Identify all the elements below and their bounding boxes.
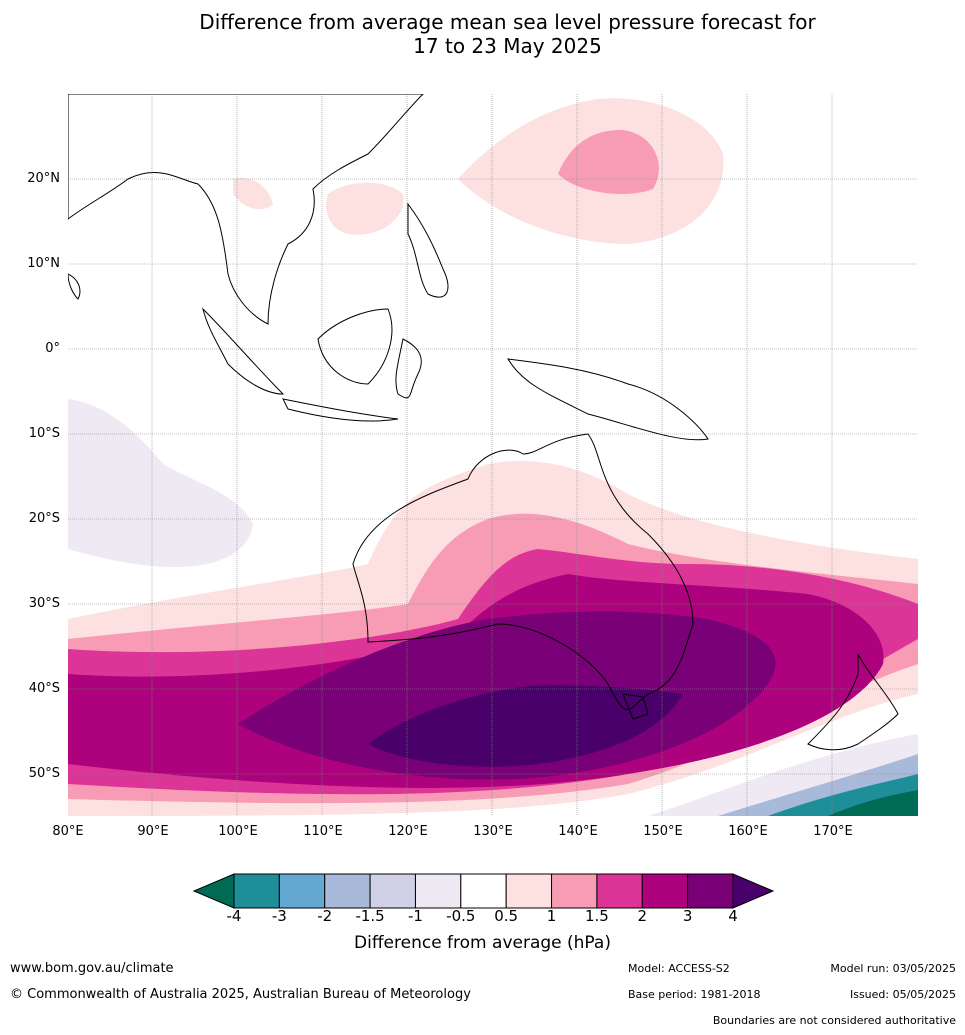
title-line-2: 17 to 23 May 2025 <box>413 34 602 58</box>
colorbar-tick-label: -3 <box>271 907 287 925</box>
anomaly-band-4 <box>368 685 683 767</box>
coast-new-zealand <box>807 653 899 751</box>
colorbar-segment <box>641 873 689 909</box>
footer-copyright: © Commonwealth of Australia 2025, Austra… <box>10 987 471 1002</box>
colorbar-tick-label: 1.5 <box>584 907 609 925</box>
lon-label-90E: 90°E <box>137 824 169 839</box>
coast-asia <box>68 94 424 325</box>
coast-borneo <box>317 308 393 385</box>
lat-label-30S: 30°S <box>28 596 60 611</box>
lat-label-10S: 10°S <box>28 426 60 441</box>
lon-label-80E: 80°E <box>52 824 84 839</box>
lat-label-20N: 20°N <box>27 171 60 186</box>
colorbar-tick-label: -4 <box>226 907 242 925</box>
colorbar-extend-low <box>192 873 235 909</box>
colorbar-segment <box>233 873 280 909</box>
colorbar-segment <box>414 873 462 909</box>
coast-sulawesi <box>395 338 422 399</box>
colorbar-tick-label: 3 <box>682 907 693 925</box>
anomaly-north-1.5 <box>558 129 659 194</box>
coast-philippines <box>407 202 449 298</box>
colorbar-segment <box>551 873 598 909</box>
colorbar-tick-label: -2 <box>317 907 333 925</box>
anomaly-north-indochina <box>233 177 273 210</box>
lon-label-100E: 100°E <box>218 824 258 839</box>
colorbar-tick-label: -1.5 <box>355 907 385 925</box>
map-title: Difference from average mean sea level p… <box>0 10 965 58</box>
colorbar-segment <box>460 873 507 909</box>
colorbar-segment <box>687 873 734 909</box>
footer-model-run: Model run: 03/05/2025 <box>830 962 956 975</box>
lat-label-20S: 20°S <box>28 511 60 526</box>
lat-label-50S: 50°S <box>28 766 60 781</box>
footer-model: Model: ACCESS-S2 <box>628 962 730 975</box>
lat-label-10N: 10°N <box>27 256 60 271</box>
colorbar-extend-high <box>732 873 775 909</box>
colorbar-segment <box>324 873 371 909</box>
footer-issued: Issued: 05/05/2025 <box>849 988 956 1001</box>
colorbar-segment <box>505 873 553 909</box>
lon-label-140E: 140°E <box>558 824 598 839</box>
coast-new-guinea <box>507 358 709 441</box>
coast-sri-lanka <box>68 273 81 300</box>
lon-label-120E: 120°E <box>388 824 428 839</box>
colorbar <box>192 873 775 909</box>
colorbar-segment <box>596 873 643 909</box>
colorbar-segment <box>278 873 326 909</box>
lon-label-130E: 130°E <box>473 824 513 839</box>
title-line-1: Difference from average mean sea level p… <box>199 10 816 34</box>
colorbar-title: Difference from average (hPa) <box>354 933 611 953</box>
lon-label-150E: 150°E <box>643 824 683 839</box>
lon-label-110E: 110°E <box>303 824 343 839</box>
coast-australia <box>352 433 694 711</box>
anomaly-north-small <box>326 182 404 235</box>
coast-tasmania <box>622 693 649 720</box>
colorbar-tick-label: 2 <box>637 907 648 925</box>
anomaly-southeast-neg4 <box>828 790 918 816</box>
coast-sumatra <box>202 307 285 395</box>
lat-label-40S: 40°S <box>28 681 60 696</box>
colorbar-tick-label: 0.5 <box>494 907 519 925</box>
colorbar-tick-label: -0.5 <box>446 907 476 925</box>
map-canvas <box>68 94 918 816</box>
pressure-anomaly-map <box>68 94 918 816</box>
lon-label-170E: 170°E <box>813 824 853 839</box>
anomaly-indian-ocean <box>68 399 253 568</box>
footer-disclaimer: Boundaries are not considered authoritat… <box>712 1014 956 1027</box>
footer-base-period: Base period: 1981-2018 <box>628 988 761 1001</box>
footer-website[interactable]: www.bom.gov.au/climate <box>10 961 174 976</box>
colorbar-tick-label: 1 <box>546 907 557 925</box>
colorbar-tick-label: -1 <box>407 907 423 925</box>
lat-label-0: 0° <box>45 341 60 356</box>
colorbar-tick-label: 4 <box>728 907 738 925</box>
lon-label-160E: 160°E <box>728 824 768 839</box>
coast-java <box>282 398 399 422</box>
colorbar-segment <box>369 873 416 909</box>
